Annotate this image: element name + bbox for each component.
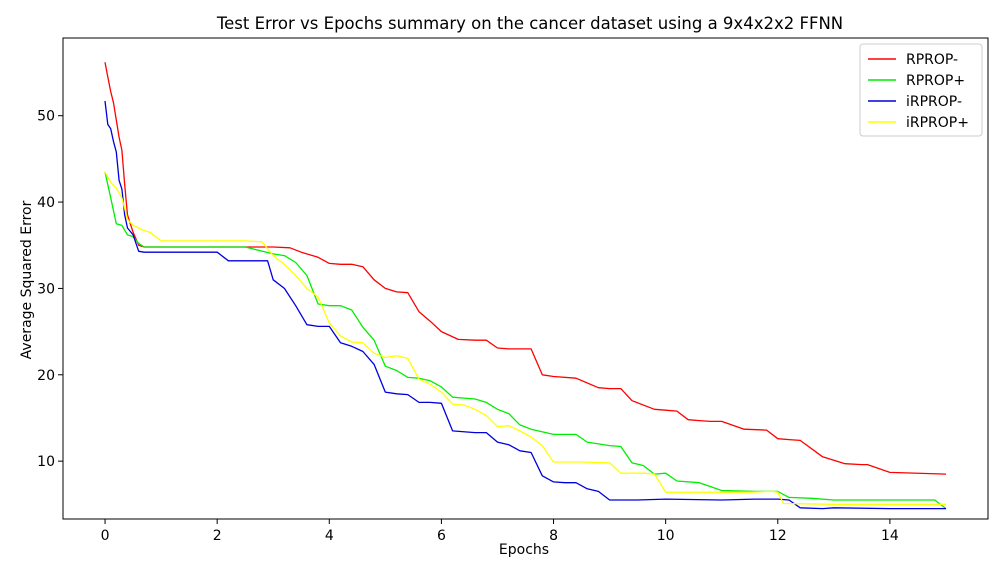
legend-label: RPROP- bbox=[906, 52, 958, 68]
series-line-irprop-plus bbox=[104, 171, 946, 505]
legend-label: RPROP+ bbox=[906, 73, 965, 89]
y-tick-label: 40 bbox=[37, 195, 55, 211]
legend: RPROP- RPROP+ iRPROP-iRPROP+ bbox=[859, 43, 983, 137]
y-axis-label: Average Squared Error bbox=[19, 200, 35, 359]
legend-label: iRPROP- bbox=[906, 94, 962, 110]
x-tick-label: 2 bbox=[213, 528, 222, 544]
legend-label: iRPROP+ bbox=[906, 115, 969, 131]
series-layer bbox=[104, 62, 947, 510]
y-tick-label: 10 bbox=[37, 454, 55, 470]
x-tick-label: 4 bbox=[325, 528, 334, 544]
series-line-irprop-minus bbox=[104, 100, 946, 510]
legend-box bbox=[859, 43, 983, 137]
chart-title: Test Error vs Epochs summary on the canc… bbox=[216, 14, 843, 33]
x-tick-label: 12 bbox=[769, 528, 787, 544]
x-tick-label: 0 bbox=[101, 528, 110, 544]
x-tick-label: 14 bbox=[881, 528, 899, 544]
x-tick-label: 8 bbox=[549, 528, 558, 544]
y-tick-label: 50 bbox=[37, 109, 55, 125]
series-line-rprop-plus bbox=[104, 171, 947, 510]
y-tick-label: 20 bbox=[37, 368, 55, 384]
y-axis: 10 20 30 40 50 bbox=[37, 109, 63, 470]
series-line-rprop-minus bbox=[104, 62, 947, 475]
x-tick-label: 6 bbox=[437, 528, 446, 544]
x-axis-label: Epochs bbox=[499, 542, 549, 558]
y-tick-label: 30 bbox=[37, 281, 55, 297]
plot-frame bbox=[62, 37, 989, 520]
x-tick-label: 10 bbox=[657, 528, 675, 544]
x-axis: 0 2 4 6 8 10 12 14 bbox=[101, 519, 899, 544]
